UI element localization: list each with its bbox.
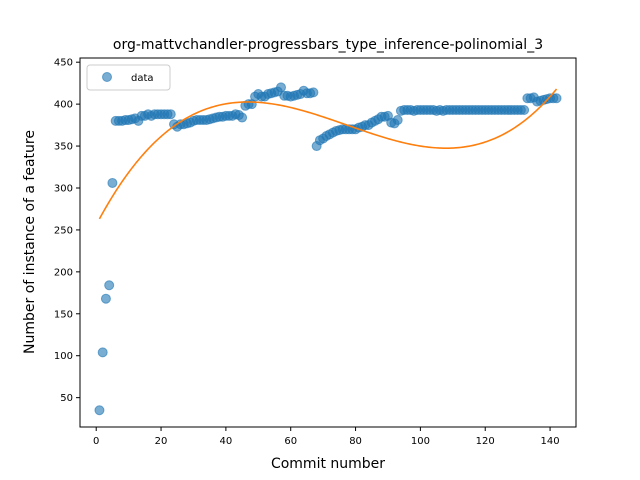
x-tick-label: 120 — [476, 436, 495, 447]
y-tick-label: 250 — [54, 225, 73, 236]
data-point — [100, 293, 111, 304]
legend: data — [86, 64, 171, 91]
plot-content — [94, 82, 562, 416]
legend-box — [86, 64, 171, 91]
x-tick-label: 40 — [220, 436, 233, 447]
y-tick-label: 400 — [54, 100, 73, 111]
x-tick-label: 0 — [93, 436, 99, 447]
legend-label-data: data — [131, 73, 154, 84]
data-point — [165, 109, 176, 120]
fit-curve-line — [98, 88, 558, 220]
y-tick-label: 300 — [54, 183, 73, 194]
data-point — [94, 405, 105, 416]
y-tick-label: 50 — [60, 393, 73, 404]
y-tick-label: 200 — [54, 267, 73, 278]
y-tick-label: 100 — [54, 351, 73, 362]
plot-frame — [79, 57, 577, 428]
y-tick-label: 350 — [54, 142, 73, 153]
legend-marker-data — [102, 72, 112, 82]
x-tick-label: 140 — [541, 436, 560, 447]
x-tick-label: 60 — [284, 436, 297, 447]
y-axis-label: Number of instance of a feature — [22, 130, 38, 354]
data-point — [551, 93, 562, 104]
data-point — [392, 115, 403, 126]
x-tick-label: 100 — [411, 436, 430, 447]
data-point — [107, 177, 118, 188]
x-tick-label: 80 — [349, 436, 362, 447]
y-axis-ticks: 50 100 150 200 250 300 350 400 450 — [54, 58, 80, 404]
x-axis-ticks: 0 20 40 60 80 100 120 140 — [93, 427, 560, 447]
data-point — [308, 87, 319, 98]
x-axis-label: Commit number — [271, 456, 385, 472]
data-point — [275, 82, 286, 93]
data-point — [237, 112, 248, 123]
y-tick-label: 450 — [54, 58, 73, 69]
data-point — [104, 280, 115, 291]
data-point — [519, 105, 530, 115]
data-point — [97, 347, 108, 358]
x-tick-label: 20 — [155, 436, 168, 447]
y-tick-label: 150 — [54, 309, 73, 320]
chart-title: org-mattvchandler-progressbars_type_infe… — [113, 37, 543, 53]
